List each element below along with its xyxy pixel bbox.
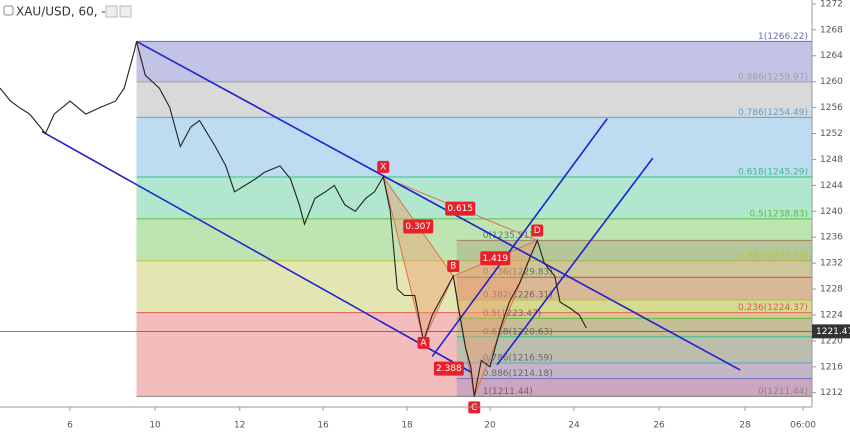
point-label: C — [471, 403, 477, 413]
fib-level-label: 0.382(1226.31) — [483, 291, 553, 301]
y-tick-label: 1268 — [820, 25, 843, 35]
y-tick-label: 1228 — [820, 285, 843, 295]
x-tick-label: 18 — [401, 421, 413, 431]
point-badge — [447, 260, 460, 273]
fib-band — [456, 362, 812, 379]
x-tick-label: 06:00 — [790, 421, 816, 431]
fib-level-label: 0(1211.44) — [758, 387, 808, 397]
price-line — [0, 41, 587, 397]
trend-line — [431, 118, 608, 357]
y-tick-label: 1272 — [820, 0, 843, 9]
x-tick-label: 26 — [653, 421, 665, 431]
point-badge — [531, 224, 544, 237]
ratio-badge — [480, 251, 511, 266]
fib-band — [456, 240, 812, 278]
y-tick-label: 1252 — [820, 129, 843, 139]
fib-level-label: 0.618(1220.63) — [483, 327, 553, 337]
source-icon[interactable] — [119, 5, 132, 18]
y-tick-label: 1232 — [820, 259, 843, 269]
fib-band — [456, 318, 812, 337]
y-tick-label: 1220 — [820, 336, 843, 346]
fib-band — [456, 378, 812, 397]
ratio-label: 0.307 — [405, 222, 431, 232]
y-tick-label: 1236 — [820, 233, 843, 243]
fib-level-label: 0.5(1238.83) — [749, 209, 808, 219]
ratio-label: 2.388 — [436, 364, 462, 374]
x-tick-label: 10 — [149, 421, 161, 431]
fib-band — [136, 312, 812, 397]
fib-band — [136, 260, 812, 313]
point-badge — [377, 160, 390, 173]
y-tick-label: 1224 — [820, 310, 843, 320]
ratio-label: 0.615 — [447, 204, 473, 214]
fib-band — [456, 277, 812, 301]
fib-level-label: 0.618(1245.29) — [738, 167, 808, 177]
fib-band — [136, 117, 812, 177]
x-tick-label: 16 — [317, 421, 329, 431]
last-price-label: 1221.47 — [816, 327, 850, 337]
trend-line — [41, 130, 472, 373]
y-tick-label: 1264 — [820, 51, 843, 61]
ratio-label: 1.419 — [482, 254, 508, 264]
point-badge — [417, 336, 430, 349]
x-tick-label: 12 — [234, 421, 245, 431]
point-label: D — [534, 226, 541, 236]
chart-title: XAU/USD, 60, - — [16, 5, 106, 19]
fib-band — [136, 41, 812, 82]
ratio-badge — [433, 361, 464, 376]
y-tick-label: 1248 — [820, 155, 843, 165]
y-tick-label: 1212 — [820, 388, 843, 398]
x-tick-label: 20 — [484, 421, 496, 431]
fib-level-label: 1(1266.22) — [758, 32, 808, 42]
ratio-badge — [445, 201, 476, 216]
fib-level-label: 0.786(1254.49) — [738, 108, 808, 118]
fib-band — [456, 300, 812, 319]
fib-level-label: 0(1235.51) — [483, 231, 533, 241]
trend-line — [136, 40, 741, 371]
y-tick-label: 1260 — [820, 77, 843, 87]
fib-level-label: 0.5(1223.47) — [483, 309, 542, 319]
point-label: B — [450, 262, 456, 272]
point-label: X — [380, 162, 386, 172]
y-tick-label: 1256 — [820, 103, 843, 113]
x-tick-label: 24 — [568, 421, 580, 431]
x-tick-label: 6 — [67, 421, 73, 431]
collapse-icon[interactable] — [3, 5, 14, 16]
fib-band — [456, 336, 812, 363]
y-tick-label: 1240 — [820, 207, 843, 217]
fib-level-label: 0.886(1259.97) — [738, 72, 808, 82]
fib-level-label: 0.786(1216.59) — [483, 353, 553, 363]
y-tick-label: 1216 — [820, 362, 843, 372]
fib-level-label: 1(1211.44) — [483, 387, 533, 397]
y-tick-label: 1244 — [820, 181, 843, 191]
fib-level-label: 0.382(1232.36) — [738, 251, 808, 261]
trend-line — [496, 157, 654, 366]
fib-level-label: 0.236(1229.83) — [483, 268, 553, 278]
point-label: A — [420, 338, 427, 348]
fib-band — [136, 81, 812, 118]
last-price-badge — [812, 324, 850, 339]
x-tick-label: 28 — [739, 421, 751, 431]
fib-level-label: 0.886(1214.18) — [483, 369, 553, 379]
fib-level-label: 0.236(1224.37) — [738, 303, 808, 313]
settings-icon[interactable] — [105, 5, 118, 18]
ratio-badge — [403, 219, 434, 234]
